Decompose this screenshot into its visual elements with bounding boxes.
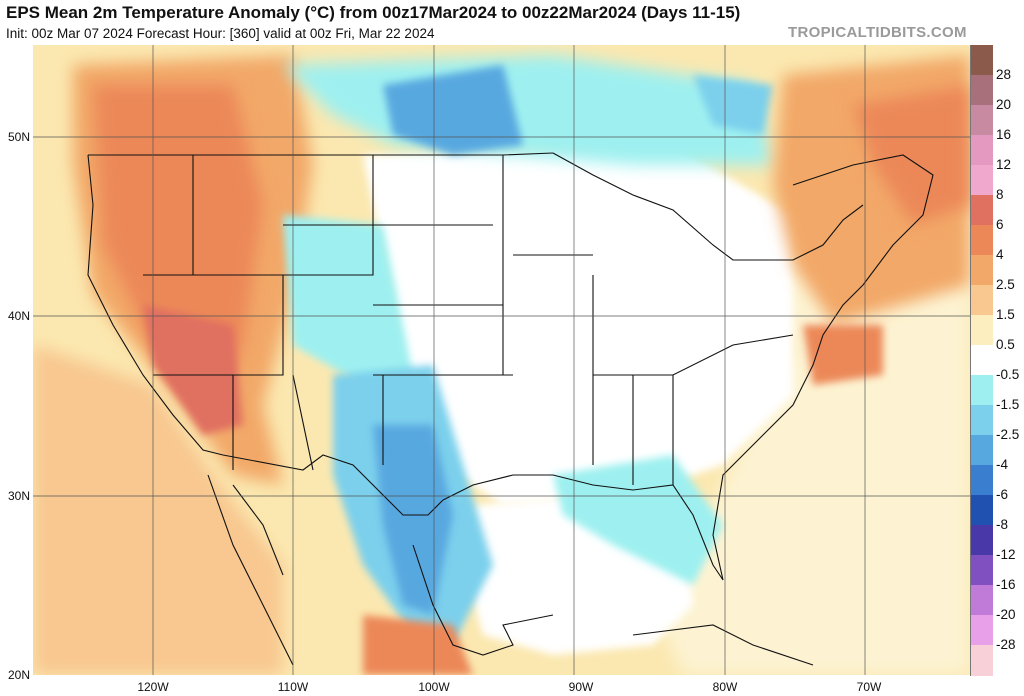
lat-label-20n: 20N	[7, 668, 30, 682]
legend-swatch	[970, 555, 993, 586]
texas-mexico-cool-core	[373, 425, 453, 615]
legend-swatch	[970, 495, 993, 526]
legend-level-label: 1.5	[996, 307, 1015, 322]
legend-swatch	[970, 195, 993, 226]
southeast-cool-area	[553, 455, 723, 585]
legend-level-label: 2.5	[996, 277, 1015, 292]
legend-level-label: 28	[996, 67, 1012, 82]
atlantic-neutral-area	[653, 215, 970, 675]
lon-label-80w: 80W	[712, 680, 738, 694]
lat-lon-gridlines	[33, 45, 970, 675]
map-canvas	[33, 45, 970, 675]
lat-label-40n: 40N	[7, 309, 30, 323]
lat-label-30n: 30N	[7, 489, 30, 503]
lon-label-70w: 70W	[856, 680, 882, 694]
legend-level-label: -0.5	[996, 367, 1020, 382]
cuba-coast	[632, 624, 814, 666]
legend-swatch	[970, 225, 993, 256]
legend-level-label: -20	[996, 607, 1016, 622]
prairies-cool-core	[383, 65, 523, 155]
legend-swatch	[970, 435, 993, 466]
legend-swatch	[970, 255, 993, 286]
legend-level-label: 4	[996, 247, 1004, 262]
legend-swatch	[970, 615, 993, 646]
canada-east-coast	[792, 154, 934, 286]
lon-label-120w: 120W	[137, 680, 169, 694]
legend-level-label: -16	[996, 577, 1016, 592]
state-borders	[143, 155, 794, 485]
legend-level-label: -28	[996, 637, 1016, 652]
us-west-coast	[87, 154, 224, 456]
legend-swatch	[970, 375, 993, 406]
legend-level-label: 0.5	[996, 337, 1015, 352]
us-canada-border	[88, 152, 554, 156]
legend-level-label: -8	[996, 517, 1009, 532]
offshore-warm-patch	[803, 325, 883, 385]
baja-california-coast	[207, 474, 294, 666]
pacific-mild-area	[33, 345, 283, 675]
legend-swatch	[970, 105, 993, 136]
legend-swatch	[970, 585, 993, 616]
us-gulf-east-coast	[442, 284, 864, 581]
lon-label-100w: 100W	[418, 680, 450, 694]
legend-level-label: 8	[996, 187, 1004, 202]
map-subtitle: Init: 00z Mar 07 2024 Forecast Hour: [36…	[6, 26, 435, 41]
legend-swatch	[970, 465, 993, 496]
legend-level-label: -1.5	[996, 397, 1020, 412]
legend-swatch	[970, 405, 993, 436]
legend-level-label: 12	[996, 157, 1012, 172]
us-mexico-border	[222, 454, 444, 516]
legend-level-label: 6	[996, 217, 1004, 232]
legend-level-label: 20	[996, 97, 1012, 112]
legend-swatch	[970, 525, 993, 556]
great-basin-warm-core	[143, 305, 243, 435]
hudson-cool-area	[693, 75, 773, 135]
legend-level-label: -4	[996, 457, 1009, 472]
legend-level-label: -2.5	[996, 427, 1020, 442]
mexico-gulf-coast	[412, 544, 554, 656]
political-borders	[87, 152, 934, 666]
legend-swatch	[970, 165, 993, 196]
legend-swatch	[970, 315, 993, 346]
rockies-cool-area	[283, 215, 413, 385]
legend-level-label: -12	[996, 547, 1016, 562]
temperature-anomaly-map	[33, 45, 970, 675]
maritimes-warm-core	[853, 85, 970, 225]
central-us-neutral-area	[363, 145, 793, 505]
legend-swatch	[970, 135, 993, 166]
lat-label-50n: 50N	[7, 130, 30, 144]
legend-swatch	[970, 645, 993, 676]
legend-swatch	[970, 285, 993, 316]
legend-level-label: -6	[996, 487, 1009, 502]
legend-swatch	[970, 75, 993, 106]
color-legend: 28 20 16 12 8 6 4 2.5 1.5 0.5 -0.5 -1.5 -2.5 -4 -6 -8 -1…	[970, 45, 1024, 676]
legend-swatch	[970, 345, 993, 376]
legend-swatch	[970, 45, 993, 76]
lon-label-110w: 110W	[277, 680, 309, 694]
map-title: EPS Mean 2m Temperature Anomaly (°C) fro…	[6, 3, 741, 22]
great-lakes-border	[552, 152, 864, 261]
lon-label-90w: 90W	[568, 680, 594, 694]
brand-watermark: TROPICALTIDBITS.COM	[788, 24, 967, 41]
legend-level-label: 16	[996, 127, 1012, 142]
